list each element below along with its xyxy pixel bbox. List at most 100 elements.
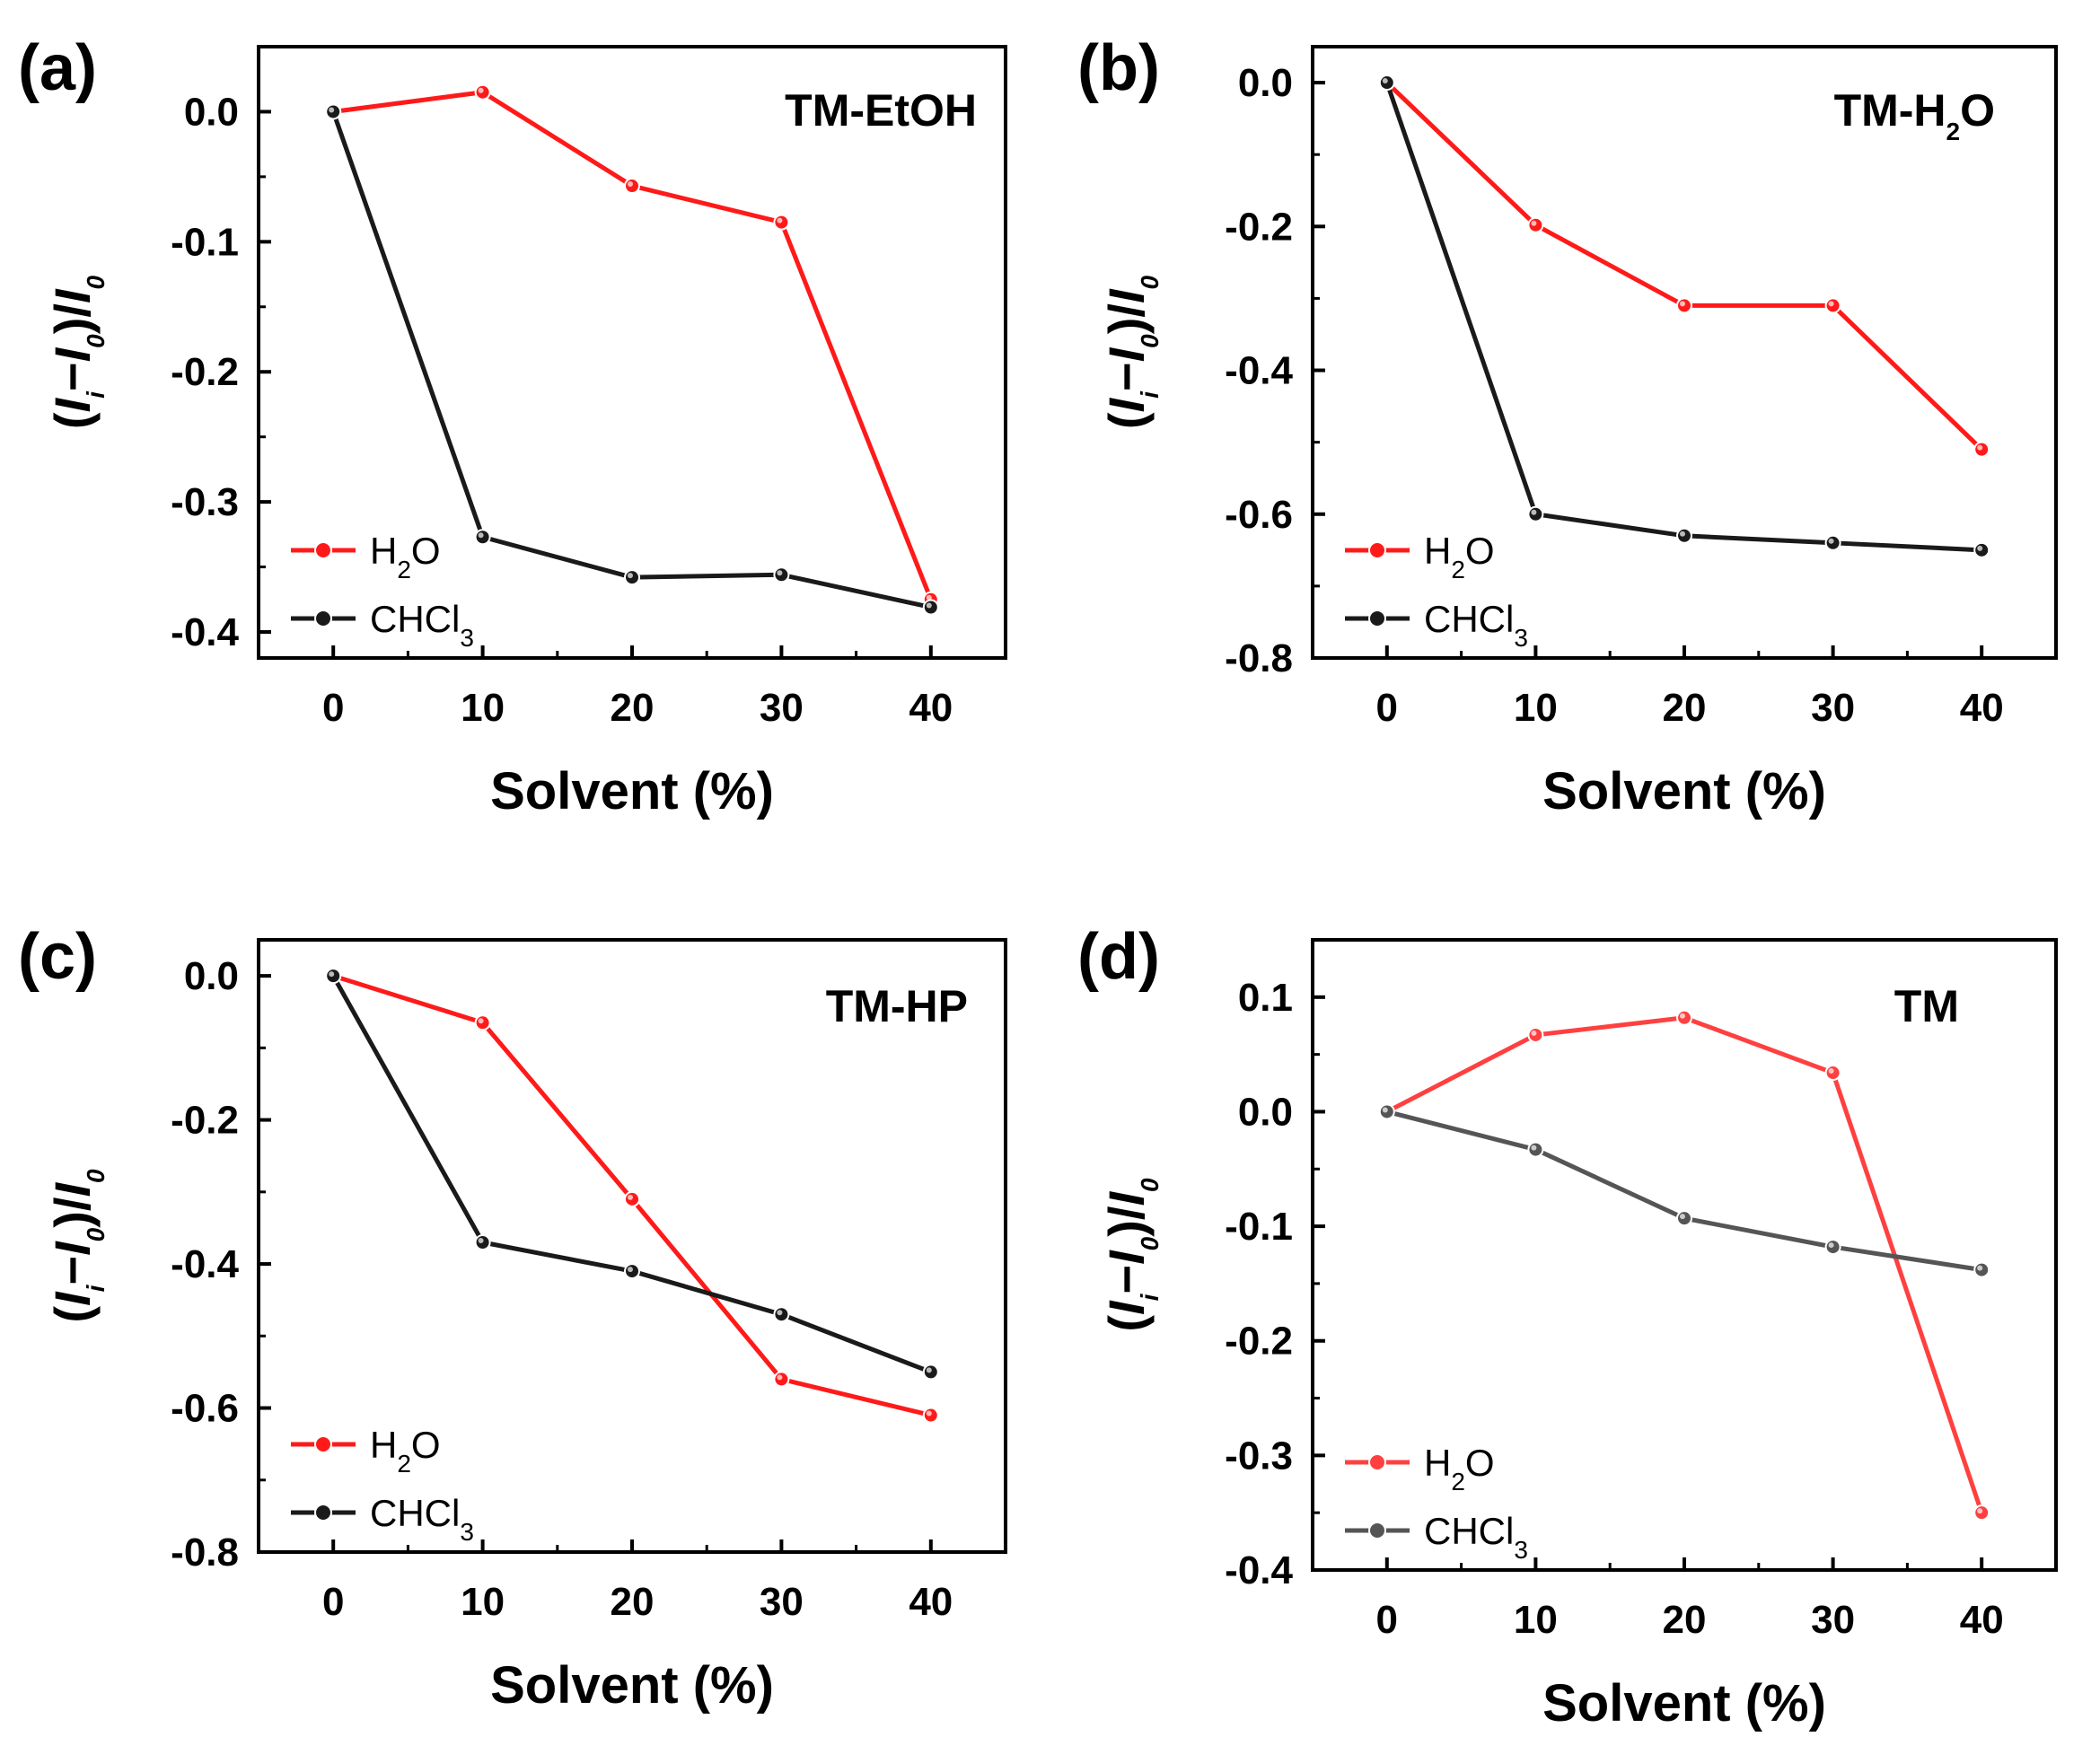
data-point-highlight	[628, 573, 633, 579]
y-tick-label: -0.4	[171, 610, 239, 654]
y-tick-label: -0.2	[171, 350, 239, 394]
y-tick-label: -0.2	[1225, 1320, 1293, 1364]
x-tick-label: 10	[461, 686, 505, 730]
x-tick-label: 30	[1811, 686, 1855, 730]
legend-label-chcl3: CHCl3	[1424, 598, 1528, 652]
y-tick-label: -0.3	[171, 480, 239, 524]
y-tick-label: -0.6	[171, 1387, 239, 1431]
series-line-h2o	[332, 90, 934, 601]
data-point-highlight	[628, 1267, 633, 1273]
data-point-highlight	[926, 1410, 932, 1417]
y-tick-label: -0.1	[1225, 1205, 1293, 1249]
y-tick-label: 0.0	[1238, 1090, 1293, 1134]
series-line-chcl3	[331, 974, 932, 1374]
chart-panel-a: (a) TM-EtOH 0.0 -0.1 -0.2 -0.3 -0.4 0 10 20 30 40 So…	[18, 32, 1007, 820]
data-point-highlight	[329, 971, 335, 978]
series-line-chcl3	[1384, 82, 1982, 553]
y-tick-label: -0.2	[1225, 205, 1293, 249]
data-point-highlight	[478, 87, 484, 93]
legend-label-h2o: H2O	[370, 530, 441, 583]
data-point-highlight	[1382, 78, 1388, 84]
x-tick-label: 40	[1960, 686, 2004, 730]
data-point-highlight	[777, 1374, 783, 1381]
legend-marker-h2o	[1368, 1453, 1386, 1471]
y-tick-label: -0.4	[171, 1242, 239, 1286]
data-point-highlight	[1828, 1068, 1834, 1074]
panel-title: TM	[1894, 981, 1959, 1031]
data-point-highlight	[1977, 444, 1983, 451]
x-tick-label: 0	[1376, 686, 1398, 730]
data-point-highlight	[1828, 538, 1834, 544]
data-point-highlight	[1680, 301, 1685, 307]
data-point-highlight	[777, 570, 783, 576]
data-point-highlight	[1531, 1030, 1537, 1036]
x-tick-label: 0	[322, 1580, 344, 1624]
x-tick-label: 30	[1811, 1598, 1855, 1642]
data-point-highlight	[1977, 1508, 1983, 1514]
panel-title: TM-H2O	[1834, 85, 1995, 145]
x-tick-label: 10	[1514, 1598, 1558, 1642]
data-point-highlight	[1531, 509, 1537, 515]
data-point-highlight	[926, 602, 932, 609]
data-point-highlight	[1977, 545, 1983, 551]
data-point-highlight	[1382, 1107, 1388, 1113]
legend-label-chcl3: CHCl3	[370, 1492, 474, 1546]
x-tick-label: 10	[1514, 686, 1558, 730]
x-axis-label: Solvent (%)	[490, 762, 774, 820]
legend-label-chcl3: CHCl3	[1424, 1510, 1528, 1564]
x-tick-label: 0	[322, 686, 344, 730]
chart-panel-b: (b) TM-H2O 0.0 -0.2 -0.4 -0.6 -0.8 0 10 20 30 40 Sol…	[1077, 32, 2058, 820]
y-axis-label: (Ii−I0)/I0	[1098, 1178, 1164, 1332]
data-point-highlight	[1977, 1265, 1983, 1271]
x-tick-label: 20	[1663, 1598, 1707, 1642]
chart-panel-d: (d) TM 0.1 0.0 -0.1 -0.2 -0.3 -0.4 0 10 20 30 40 Solv…	[1077, 921, 2058, 1732]
y-tick-label: 0.0	[184, 90, 239, 134]
data-point-highlight	[926, 1367, 932, 1373]
x-tick-label: 40	[1960, 1598, 2004, 1642]
y-tick-label: -0.8	[1225, 636, 1293, 680]
legend-label-chcl3: CHCl3	[370, 598, 474, 652]
data-point-highlight	[777, 1310, 783, 1316]
panel-label: (c)	[18, 921, 97, 993]
data-point-highlight	[1680, 1214, 1685, 1220]
legend-marker-h2o	[314, 541, 332, 559]
panel-label: (d)	[1077, 921, 1160, 993]
legend-label-h2o: H2O	[370, 1424, 441, 1478]
legend-marker-h2o	[314, 1435, 332, 1453]
x-tick-label: 30	[760, 686, 804, 730]
panel-label: (a)	[18, 32, 97, 104]
x-axis-label: Solvent (%)	[1542, 1674, 1826, 1732]
panel-label: (b)	[1077, 32, 1160, 104]
series-line-h2o	[1385, 81, 1983, 452]
legend-label-h2o: H2O	[1424, 530, 1495, 583]
y-tick-label: -0.1	[171, 220, 239, 264]
y-tick-label: 0.1	[1238, 976, 1293, 1020]
x-tick-label: 20	[611, 1580, 655, 1624]
x-tick-label: 10	[461, 1580, 505, 1624]
legend-marker-chcl3	[314, 1504, 332, 1522]
data-point-highlight	[1828, 1242, 1834, 1249]
data-point-highlight	[1680, 1013, 1685, 1019]
panel-title: TM-EtOH	[785, 85, 977, 136]
data-point-highlight	[329, 107, 335, 113]
y-tick-label: -0.8	[171, 1531, 239, 1574]
x-tick-label: 40	[909, 686, 953, 730]
data-point-highlight	[628, 181, 633, 188]
data-point-highlight	[1680, 531, 1685, 537]
y-tick-label: -0.3	[1225, 1434, 1293, 1478]
data-point-highlight	[478, 1018, 484, 1024]
y-axis-label: (Ii−I0)/I0	[1098, 275, 1164, 429]
y-tick-label: 0.0	[184, 954, 239, 998]
x-tick-label: 40	[909, 1580, 953, 1624]
data-point-highlight	[628, 1194, 633, 1200]
panel-title: TM-HP	[826, 981, 968, 1031]
y-tick-label: -0.4	[1225, 1548, 1293, 1592]
data-point-highlight	[1828, 301, 1834, 307]
chart-panel-c: (c) TM-HP 0.0 -0.2 -0.4 -0.6 -0.8 0 10 20 30 40 Solv…	[18, 921, 1007, 1715]
x-tick-label: 20	[611, 686, 655, 730]
data-point-highlight	[777, 217, 783, 224]
x-tick-label: 20	[1663, 686, 1707, 730]
x-axis-label: Solvent (%)	[1542, 762, 1826, 820]
x-tick-label: 30	[760, 1580, 804, 1624]
